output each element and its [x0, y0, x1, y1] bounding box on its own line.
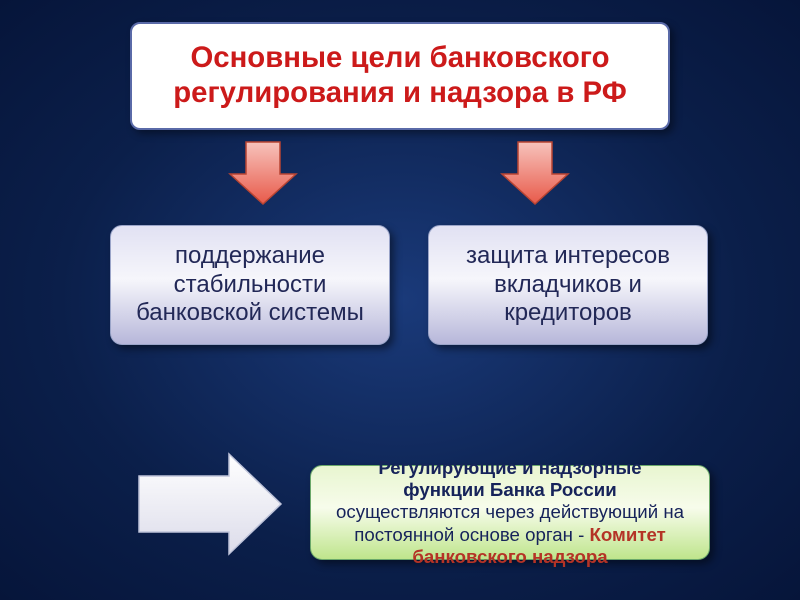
footer-text-block: Регулирующие и надзорные функции Банка Р… — [325, 457, 695, 567]
arrow-down-right — [500, 140, 570, 206]
arrow-down-shape — [502, 142, 568, 204]
goal-box-right: защита интересов вкладчиков и кредиторов — [428, 225, 708, 345]
footer-line2: функции Банка России — [403, 479, 616, 500]
title-box: Основные цели банковского регулирования … — [130, 22, 670, 130]
goal-text-left: поддержание стабильности банковской сист… — [127, 242, 373, 328]
goal-box-left: поддержание стабильности банковской сист… — [110, 225, 390, 345]
goal-text-right: защита интересов вкладчиков и кредиторов — [445, 242, 691, 328]
arrow-right — [135, 450, 285, 558]
arrow-right-shape — [139, 454, 281, 554]
arrow-down-shape — [230, 142, 296, 204]
footer-box: Регулирующие и надзорные функции Банка Р… — [310, 465, 710, 560]
footer-line1: Регулирующие и надзорные — [378, 457, 641, 478]
arrow-down-left — [228, 140, 298, 206]
title-text: Основные цели банковского регулирования … — [150, 41, 650, 110]
